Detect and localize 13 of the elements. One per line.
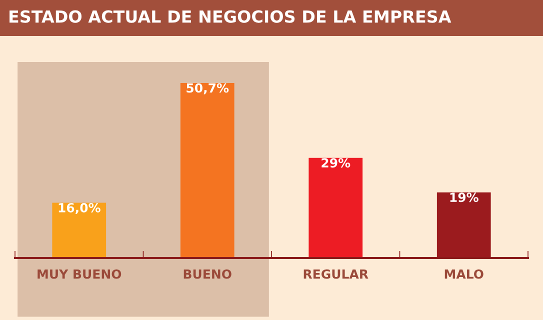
data-label: 50,7%: [186, 83, 229, 94]
chart-title: ESTADO ACTUAL DE NEGOCIOS DE LA EMPRESA: [10, 10, 452, 23]
x-tick-label: MUY BUENO: [38, 269, 122, 279]
bar: [52, 202, 106, 258]
bar: [308, 158, 363, 258]
x-tick-label: REGULAR: [304, 269, 368, 279]
data-label: 29%: [322, 158, 350, 168]
bar: [180, 83, 234, 258]
data-label: 16,0%: [58, 202, 100, 214]
x-tick-label: BUENO: [184, 269, 232, 279]
x-tick-label: MALO: [444, 269, 484, 279]
data-label: 19%: [450, 192, 478, 202]
bar: [436, 192, 491, 258]
